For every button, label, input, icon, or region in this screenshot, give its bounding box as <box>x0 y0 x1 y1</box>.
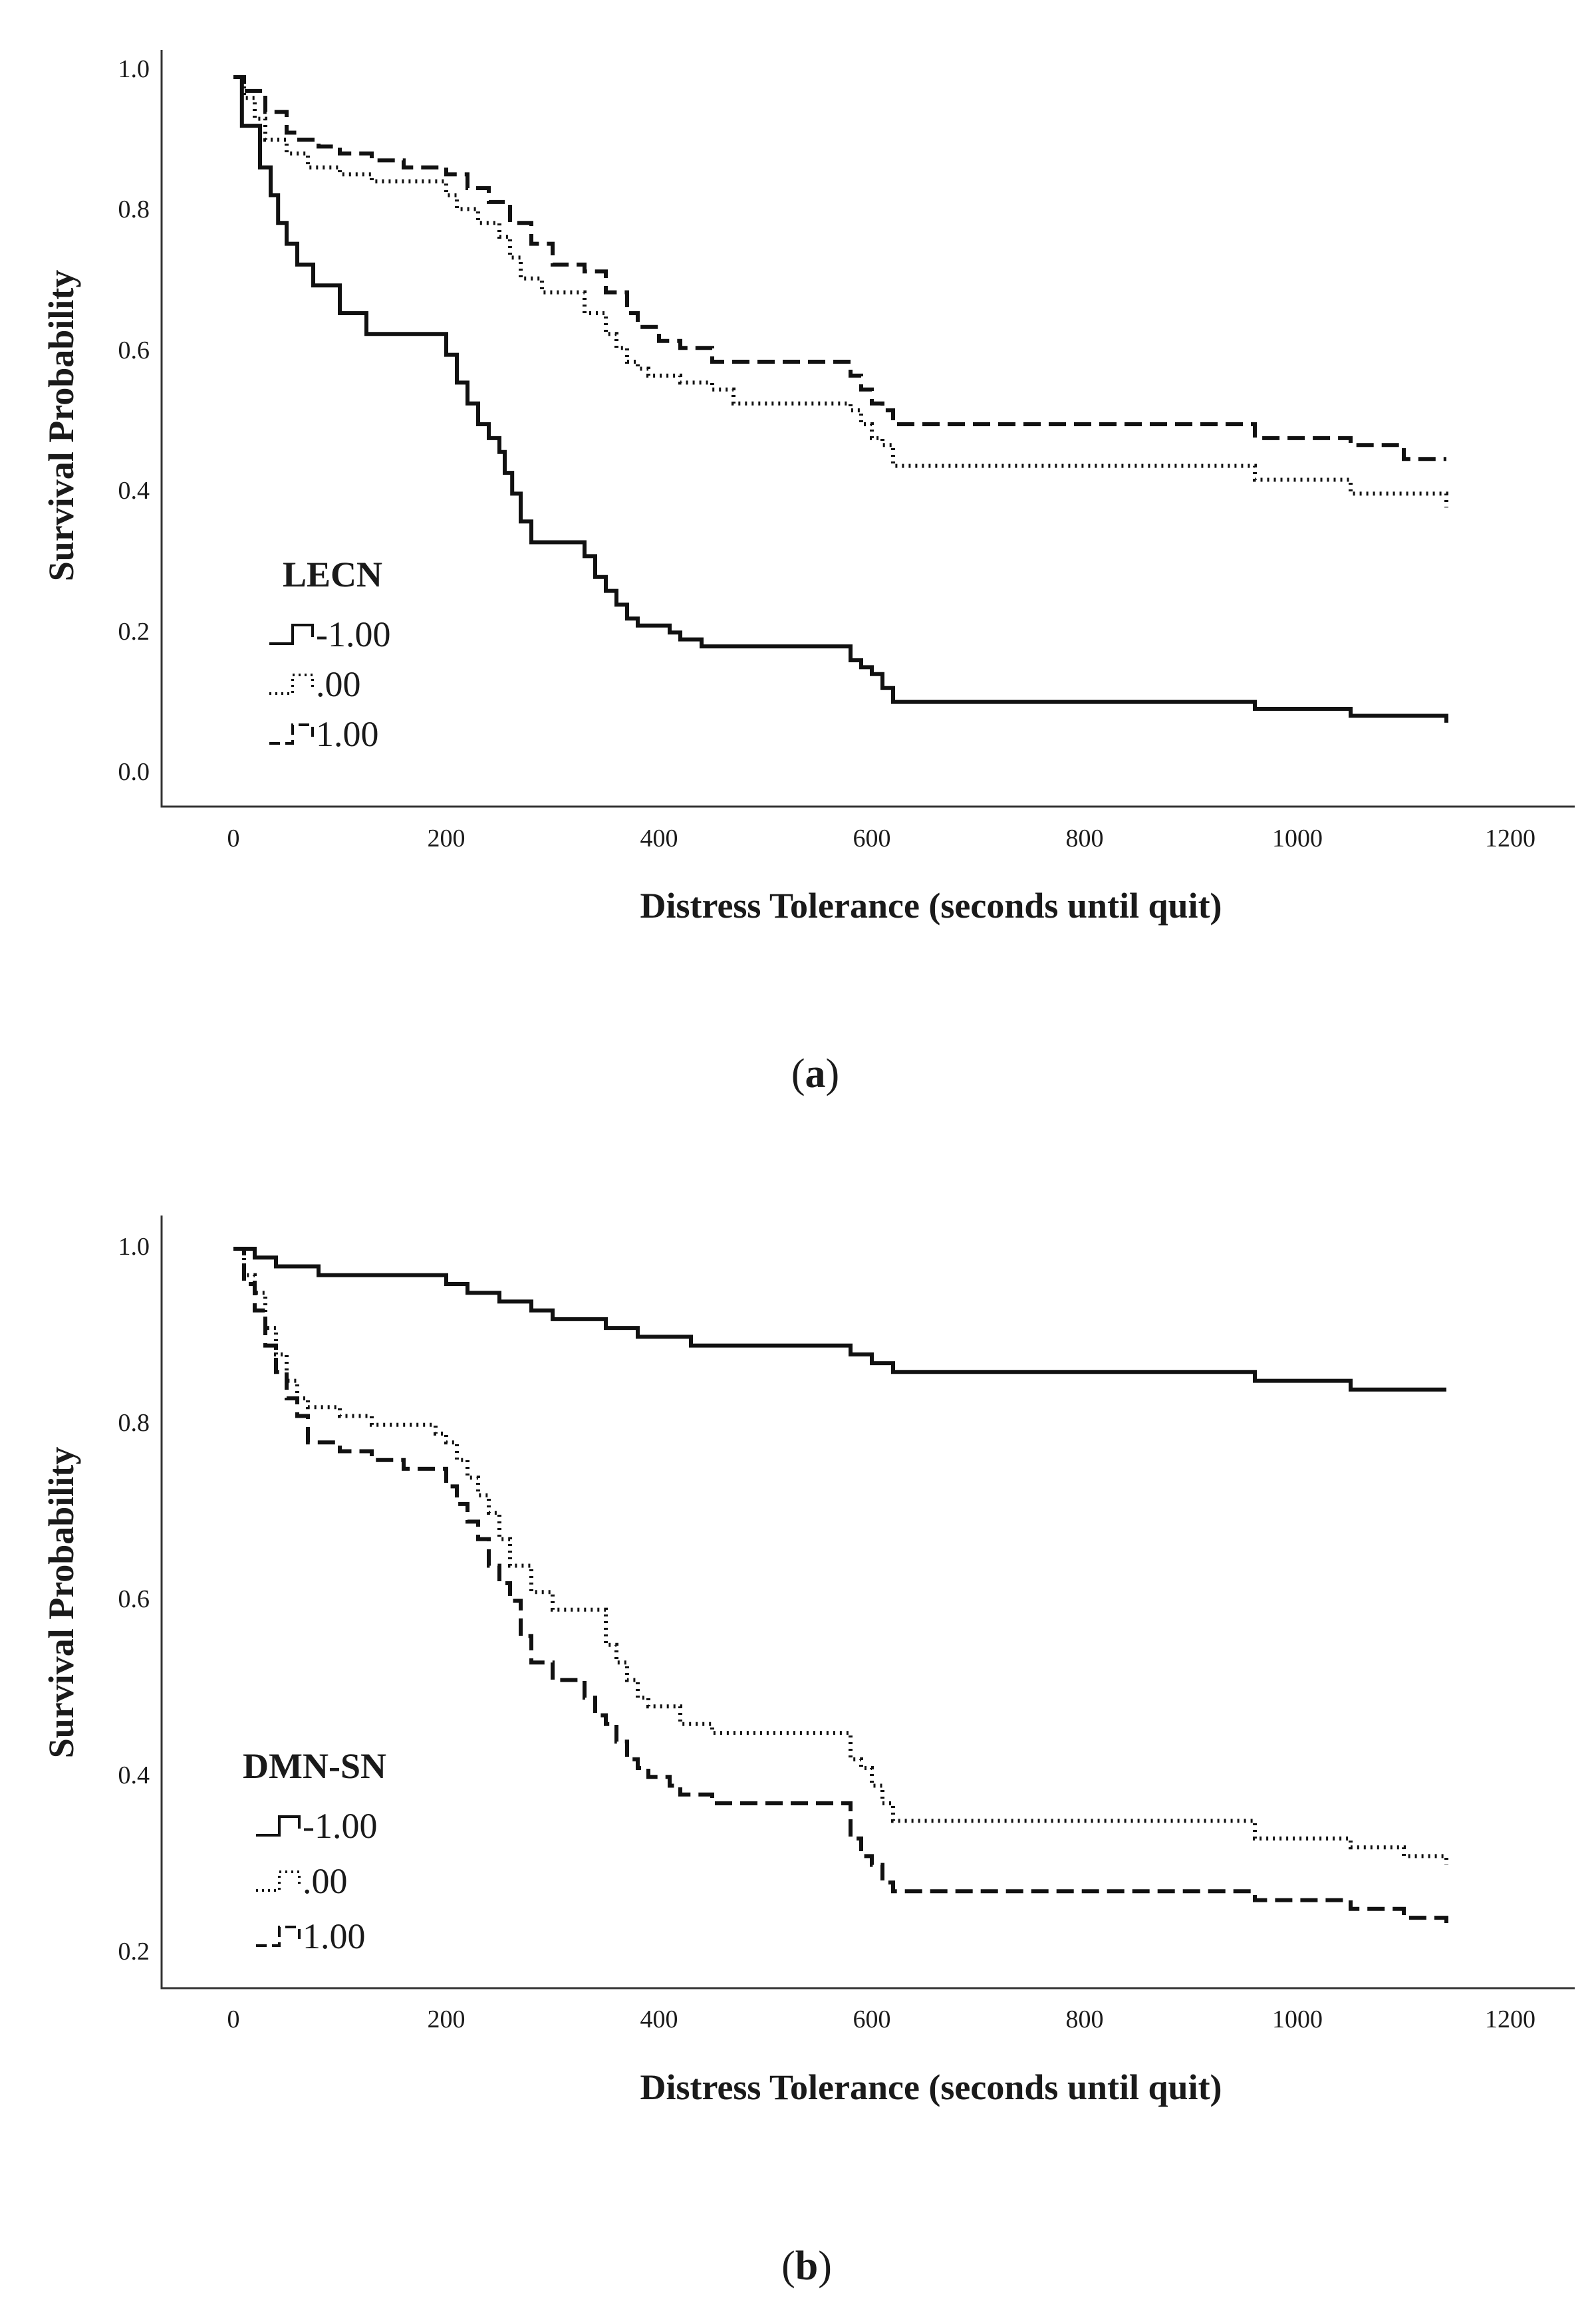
x-tick-label: 600 <box>853 2005 891 2033</box>
chart-b-axes <box>160 1216 1575 1989</box>
legend-dashed-step-icon <box>269 723 314 745</box>
x-tick-label: 400 <box>640 2005 678 2033</box>
series-line-solid <box>233 1247 1446 1392</box>
x-tick-label: 1000 <box>1272 825 1323 852</box>
legend-label: .00 <box>316 664 361 704</box>
legend-label: -1.00 <box>316 614 390 654</box>
series-line-dashed <box>233 1247 1448 1927</box>
x-tick-label: 800 <box>1066 2005 1104 2033</box>
chart-panel-a: 0.0 0.2 0.4 0.6 0.8 1.0 0 200 400 600 80… <box>41 50 1575 926</box>
x-axis-title: Distress Tolerance (seconds until quit) <box>640 2067 1222 2107</box>
x-tick-label: 1200 <box>1485 825 1535 852</box>
legend-title: DMN-SN <box>243 1746 386 1786</box>
chart-panel-b: 0.2 0.4 0.6 0.8 1.0 0 200 400 600 800 10… <box>41 1216 1575 2107</box>
legend-label: .00 <box>303 1861 348 1901</box>
panel-a-label: a <box>805 1051 826 1096</box>
x-tick-label: 800 <box>1066 825 1104 852</box>
y-tick-label: 0.8 <box>118 1409 150 1437</box>
chart-b-tick-labels: 0.2 0.4 0.6 0.8 1.0 0 200 400 600 800 10… <box>118 1233 1536 2033</box>
chart-a-legend: LECN -1.00 .00 1.00 <box>269 555 390 754</box>
y-axis-title: Survival Probability <box>41 270 81 582</box>
y-axis-title: Survival Probability <box>41 1447 81 1759</box>
y-tick-label: 0.0 <box>118 758 150 786</box>
chart-a-series-group <box>233 75 1448 723</box>
legend-dashed-step-icon <box>256 1926 301 1947</box>
series-line-dotted <box>233 1247 1448 1865</box>
panel-b-caption: (b) <box>781 2244 832 2289</box>
chart-a-tick-labels: 0.0 0.2 0.4 0.6 0.8 1.0 0 200 400 600 80… <box>118 55 1536 852</box>
y-tick-label: 0.4 <box>118 1761 150 1789</box>
legend-title: LECN <box>283 555 382 594</box>
x-tick-label: 600 <box>853 825 891 852</box>
legend-dotted-step-icon <box>269 674 314 695</box>
legend-solid-step-icon <box>269 624 314 645</box>
y-tick-label: 0.8 <box>118 195 150 223</box>
x-tick-label: 200 <box>428 825 466 852</box>
chart-a-axes <box>160 50 1575 808</box>
y-tick-label: 1.0 <box>118 1233 150 1261</box>
chart-b-legend: DMN-SN -1.00 .00 1.00 <box>243 1746 386 1956</box>
series-line-dotted <box>233 75 1448 508</box>
y-tick-label: 0.6 <box>118 1585 150 1613</box>
y-tick-label: 0.2 <box>118 618 150 646</box>
x-tick-label: 0 <box>227 825 240 852</box>
legend-label: -1.00 <box>303 1806 377 1846</box>
x-tick-label: 200 <box>428 2005 466 2033</box>
legend-label: 1.00 <box>316 714 379 754</box>
legend-dotted-step-icon <box>256 1870 301 1892</box>
series-line-solid <box>233 75 1448 723</box>
y-tick-label: 0.4 <box>118 477 150 505</box>
x-axis-title: Distress Tolerance (seconds until quit) <box>640 886 1222 926</box>
panel-a-caption: (a) <box>791 1051 839 1096</box>
y-tick-label: 0.6 <box>118 336 150 364</box>
x-tick-label: 1200 <box>1485 2005 1535 2033</box>
x-tick-label: 0 <box>227 2005 240 2033</box>
y-tick-label: 0.2 <box>118 1938 150 1966</box>
legend-solid-step-icon <box>256 1815 301 1837</box>
legend-label: 1.00 <box>303 1916 366 1956</box>
x-tick-label: 400 <box>640 825 678 852</box>
chart-b-series-group <box>233 1247 1448 1927</box>
panel-b-label: b <box>795 2244 818 2289</box>
x-tick-label: 1000 <box>1272 2005 1323 2033</box>
y-tick-label: 1.0 <box>118 55 150 83</box>
series-line-dashed <box>233 75 1446 461</box>
